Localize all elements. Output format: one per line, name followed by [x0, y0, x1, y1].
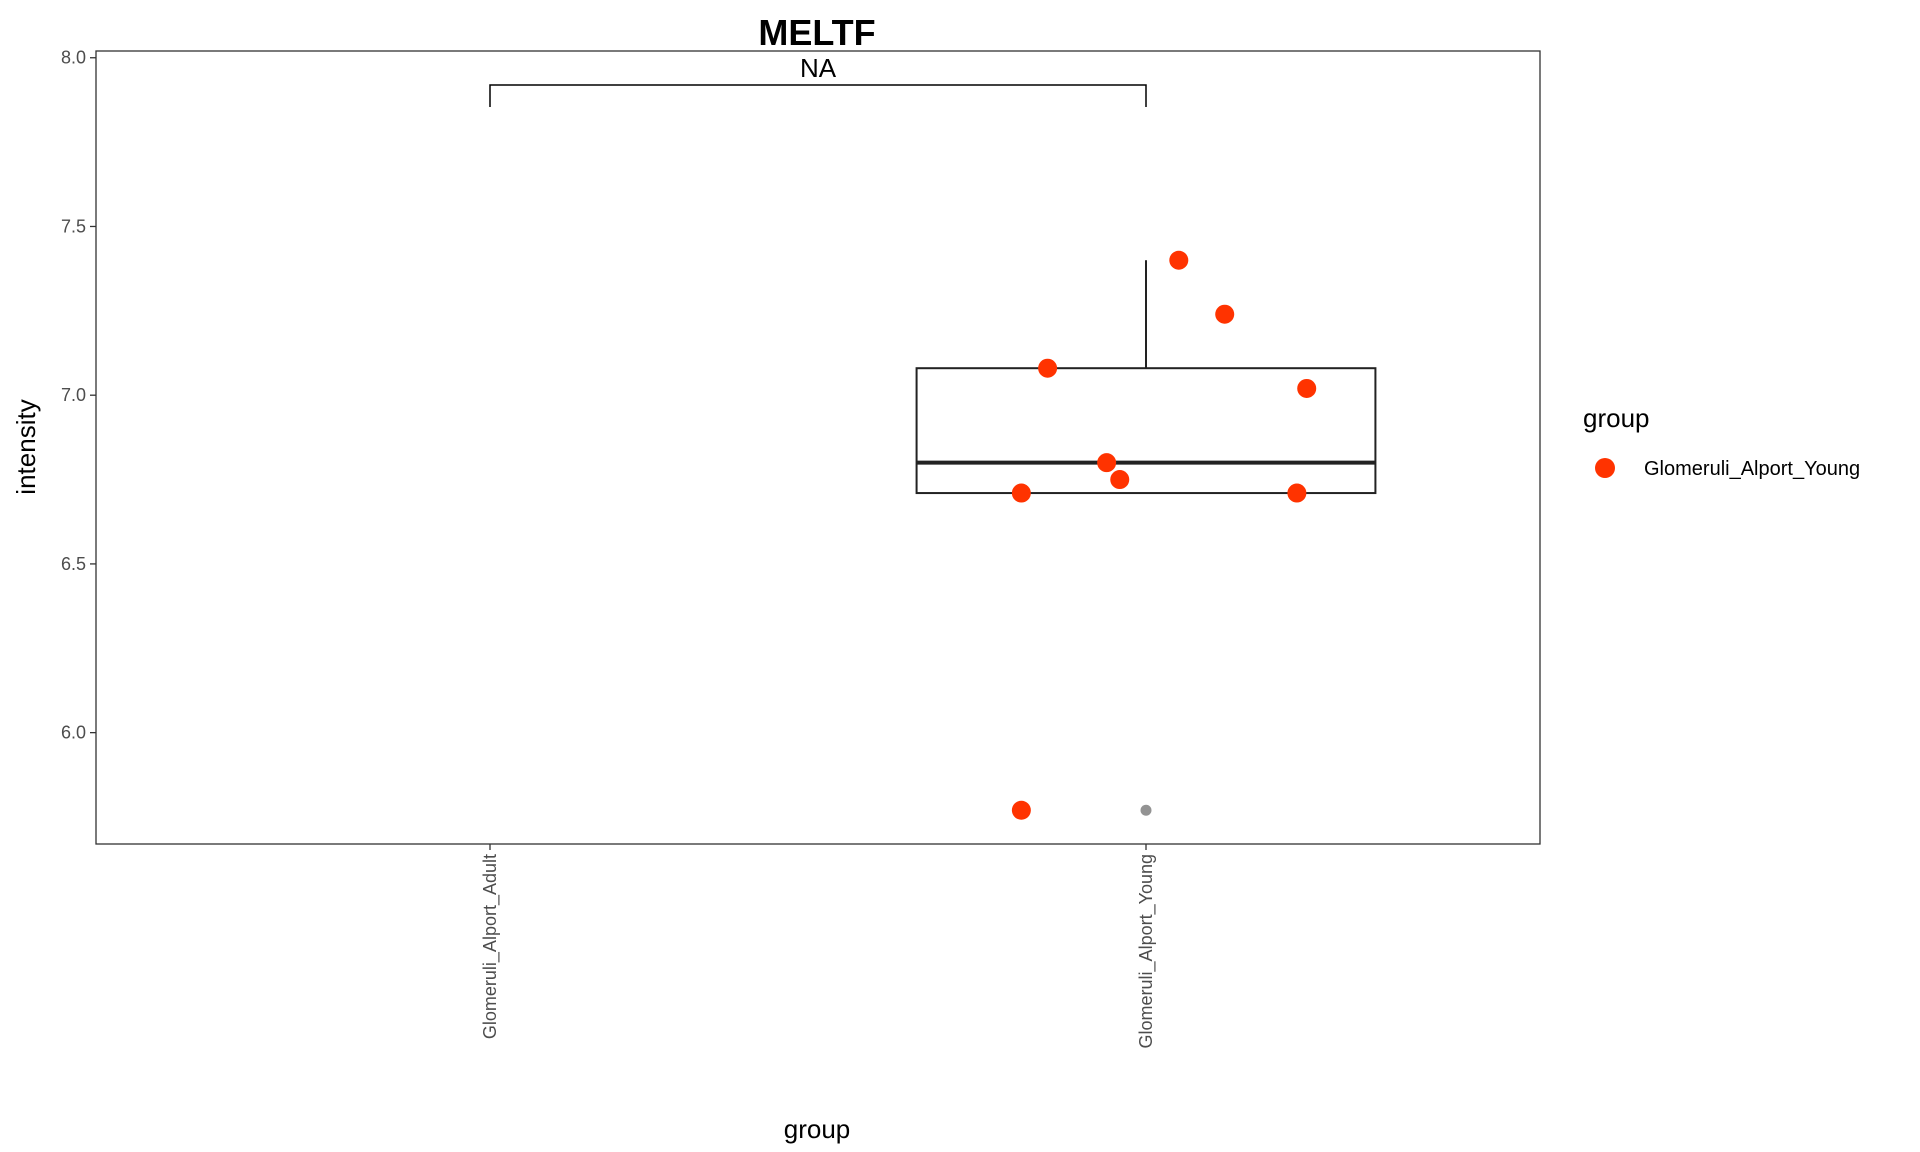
legend: group Glomeruli_Alport_Young [1583, 403, 1860, 480]
y-tick-label: 8.0 [61, 48, 86, 68]
data-point [1011, 800, 1031, 820]
data-point [1215, 304, 1235, 324]
data-point [1297, 378, 1317, 398]
legend-label: Glomeruli_Alport_Young [1644, 458, 1860, 480]
y-tick-label: 7.5 [61, 216, 86, 236]
data-point [1097, 453, 1117, 473]
chart-title: MELTF [758, 12, 875, 53]
significance-label: NA [800, 53, 837, 83]
y-tick-label: 6.5 [61, 554, 86, 574]
points-layer [1011, 250, 1317, 820]
boxplot-layer [915, 260, 1377, 816]
x-tick-label: Glomeruli_Alport_Adult [480, 854, 501, 1039]
data-point [1110, 470, 1130, 490]
significance-bracket: NA [489, 53, 1147, 107]
y-tick-label: 7.0 [61, 385, 86, 405]
data-point [1011, 483, 1031, 503]
y-axis: 6.0 6.5 7.0 7.5 8.0 [61, 48, 96, 743]
data-point [1287, 483, 1307, 503]
data-point [1038, 358, 1058, 378]
x-axis-title: group [784, 1114, 851, 1144]
data-point [1169, 250, 1189, 270]
x-tick-label: Glomeruli_Alport_Young [1136, 854, 1157, 1048]
outlier-point [1140, 804, 1152, 816]
x-axis: Glomeruli_Alport_Adult Glomeruli_Alport_Y… [480, 844, 1157, 1048]
plot-panel [95, 50, 1541, 845]
y-axis-title: intensity [11, 399, 41, 494]
legend-title: group [1583, 403, 1650, 433]
bracket-line [489, 84, 1147, 107]
y-tick-label: 6.0 [61, 723, 86, 743]
legend-key [1595, 458, 1615, 478]
